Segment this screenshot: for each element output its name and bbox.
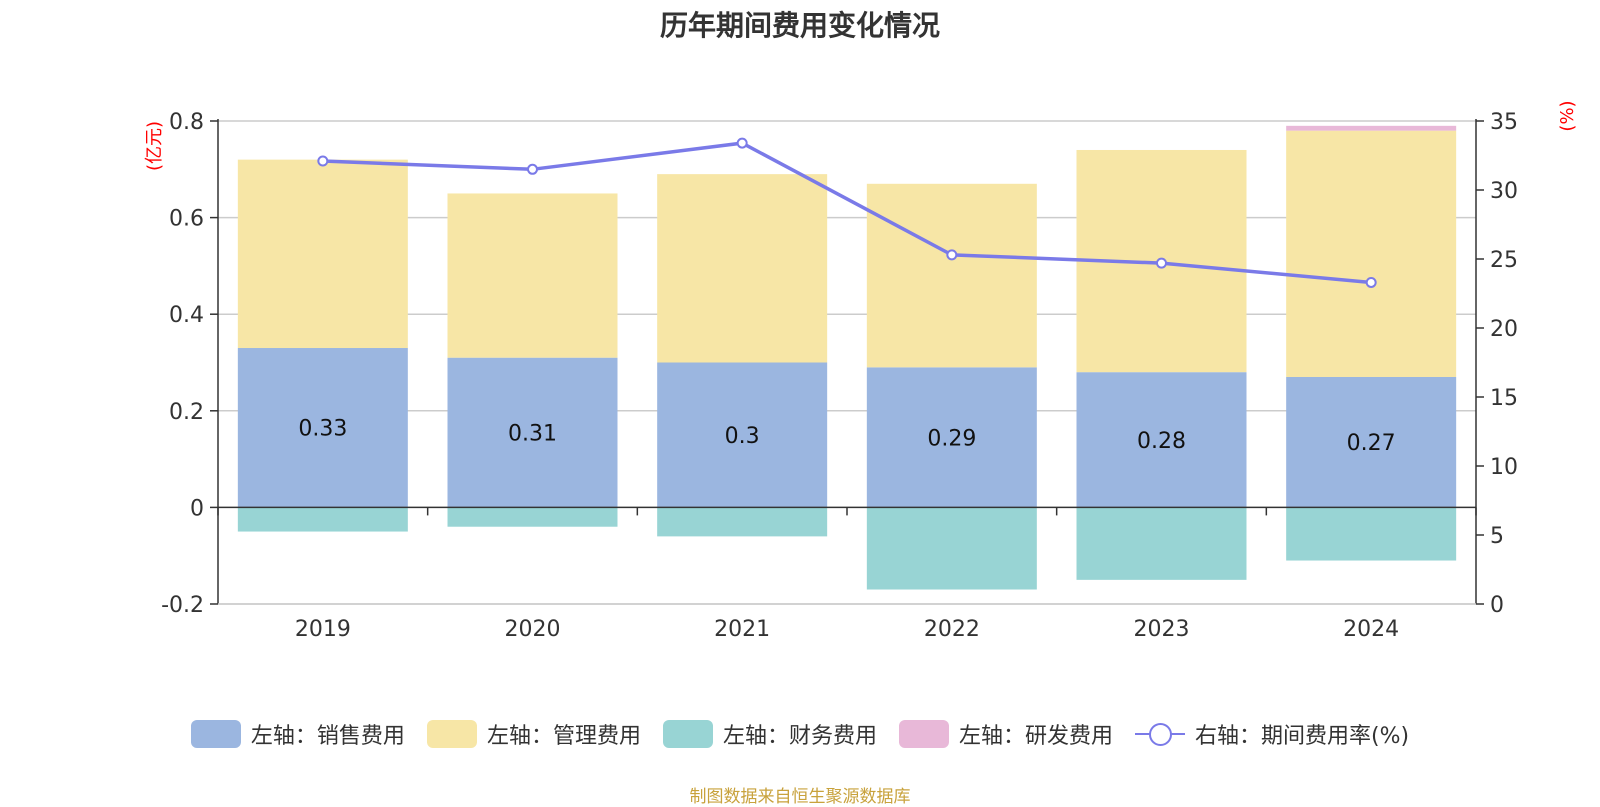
source-note: 制图数据来自恒生聚源数据库 <box>689 787 911 807</box>
y-left-tick-label: 0.2 <box>169 400 204 425</box>
chart-legend: 左轴：销售费用 左轴：管理费用 左轴：财务费用 左轴：研发费用 右轴：期间费用率… <box>0 718 1600 750</box>
bar-finance <box>237 507 408 532</box>
legend-swatch-admin <box>426 720 477 748</box>
y-right-tick-label: 10 <box>1490 455 1518 480</box>
legend-swatch-finance <box>662 720 713 748</box>
bar-sales <box>237 348 408 508</box>
y-left-axis-label: (亿元) <box>144 121 165 171</box>
y-right-tick-label: 15 <box>1490 386 1518 411</box>
line-point-expense-rate <box>1156 257 1167 269</box>
x-tick-label: 2021 <box>714 617 770 642</box>
line-point-expense-rate <box>317 155 329 167</box>
bar-sales <box>1076 372 1247 508</box>
y-right-tick-label: 5 <box>1490 524 1504 549</box>
bar-admin <box>237 159 408 349</box>
y-right-tick-label: 0 <box>1490 593 1504 618</box>
legend-swatch-rnd <box>898 720 949 748</box>
bar-admin <box>657 174 828 363</box>
legend-item-finance[interactable]: 左轴：财务费用 <box>662 718 877 750</box>
chart-title: 历年期间费用变化情况 <box>659 9 940 42</box>
y-right-axis-label: (%) <box>1557 100 1578 131</box>
bar-finance <box>1286 507 1457 561</box>
legend-label-expense-rate: 右轴：期间费用率(%) <box>1194 724 1410 749</box>
y-left-tick-label: 0.4 <box>169 303 204 328</box>
legend-label-rnd: 左轴：研发费用 <box>958 724 1113 749</box>
bar-admin <box>866 183 1037 368</box>
legend-item-rnd[interactable]: 左轴：研发费用 <box>898 718 1113 750</box>
x-tick-label: 2023 <box>1134 617 1190 642</box>
x-tick-label: 2022 <box>924 617 980 642</box>
bar-finance <box>1076 507 1247 580</box>
bar-admin <box>1286 130 1457 377</box>
bar-finance <box>866 507 1037 590</box>
bar-sales <box>447 357 618 508</box>
x-tick-label: 2024 <box>1343 617 1399 642</box>
legend-item-sales[interactable]: 左轴：销售费用 <box>190 718 405 750</box>
line-point-expense-rate <box>527 163 538 175</box>
legend-swatch-sales <box>190 720 241 748</box>
bar-finance <box>447 507 618 527</box>
y-right-tick-label: 30 <box>1490 179 1518 204</box>
bar-data-label: 0.27 <box>1347 431 1396 456</box>
bar-sales <box>657 362 828 508</box>
x-tick-label: 2019 <box>295 617 351 642</box>
bar-data-label: 0.28 <box>1137 429 1186 454</box>
line-expense-rate <box>322 141 1372 285</box>
y-right-tick-label: 35 <box>1490 110 1518 135</box>
bar-sales <box>1286 376 1457 508</box>
legend-label-finance: 左轴：财务费用 <box>722 724 877 749</box>
y-right-tick-label: 20 <box>1490 317 1518 342</box>
line-point-expense-rate <box>736 137 748 149</box>
x-tick-label: 2020 <box>505 617 561 642</box>
bar-data-label: 0.33 <box>298 417 347 442</box>
legend-item-expense-rate[interactable]: 右轴：期间费用率(%) <box>1134 718 1410 750</box>
line-point-expense-rate <box>1365 276 1377 288</box>
bar-sales <box>866 367 1037 508</box>
legend-swatch-expense-rate <box>1134 720 1185 748</box>
bar-rnd <box>1286 125 1457 131</box>
y-left-tick-label: -0.2 <box>161 593 204 618</box>
legend-item-admin[interactable]: 左轴：管理费用 <box>426 718 641 750</box>
y-left-tick-label: 0.8 <box>169 110 204 135</box>
legend-label-admin: 左轴：管理费用 <box>486 724 641 749</box>
bar-data-label: 0.29 <box>927 426 976 451</box>
y-left-tick-label: 0.6 <box>169 207 204 232</box>
bar-finance <box>657 507 828 537</box>
bar-data-label: 0.31 <box>508 422 557 447</box>
bar-data-label: 0.3 <box>725 424 760 449</box>
y-right-tick-label: 25 <box>1490 248 1518 273</box>
line-point-expense-rate <box>946 249 958 261</box>
y-left-tick-label: 0 <box>190 496 204 521</box>
bar-admin <box>447 193 618 358</box>
legend-label-sales: 左轴：销售费用 <box>250 724 405 749</box>
